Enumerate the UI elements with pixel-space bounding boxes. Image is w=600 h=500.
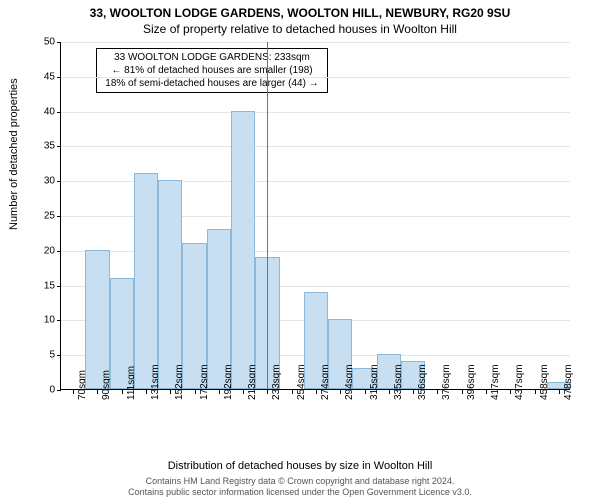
xtick-mark bbox=[559, 390, 560, 394]
reference-line bbox=[267, 42, 268, 389]
xtick-label: 417sqm bbox=[490, 364, 501, 400]
ytick-label: 25 bbox=[44, 211, 55, 222]
ytick-mark bbox=[57, 112, 61, 113]
gridline bbox=[61, 77, 570, 78]
xtick-mark bbox=[195, 390, 196, 394]
y-axis-label: Number of detached properties bbox=[8, 78, 20, 230]
annotation-line: 33 WOOLTON LODGE GARDENS: 233sqm bbox=[102, 51, 322, 64]
histogram-bar bbox=[231, 111, 255, 389]
ytick-mark bbox=[57, 251, 61, 252]
xtick-label: 356sqm bbox=[417, 364, 428, 400]
ytick-mark bbox=[57, 77, 61, 78]
ytick-mark bbox=[57, 42, 61, 43]
chart-title-line1: 33, WOOLTON LODGE GARDENS, WOOLTON HILL,… bbox=[0, 6, 600, 20]
xtick-mark bbox=[462, 390, 463, 394]
xtick-label: 233sqm bbox=[271, 364, 282, 400]
gridline bbox=[61, 112, 570, 113]
xtick-mark bbox=[146, 390, 147, 394]
ytick-mark bbox=[57, 216, 61, 217]
xtick-mark bbox=[267, 390, 268, 394]
ytick-label: 0 bbox=[49, 385, 55, 396]
histogram-bar bbox=[134, 173, 158, 389]
chart-footer: Contains HM Land Registry data © Crown c… bbox=[0, 476, 600, 498]
chart-container: 33, WOOLTON LODGE GARDENS, WOOLTON HILL,… bbox=[0, 0, 600, 500]
annotation-line: ← 81% of detached houses are smaller (19… bbox=[102, 64, 322, 77]
ytick-mark bbox=[57, 355, 61, 356]
gridline bbox=[61, 146, 570, 147]
chart-title-line2: Size of property relative to detached ho… bbox=[0, 22, 600, 36]
xtick-mark bbox=[437, 390, 438, 394]
ytick-label: 20 bbox=[44, 245, 55, 256]
ytick-mark bbox=[57, 320, 61, 321]
xtick-mark bbox=[340, 390, 341, 394]
xtick-mark bbox=[219, 390, 220, 394]
xtick-mark bbox=[413, 390, 414, 394]
footer-line2: Contains public sector information licen… bbox=[0, 487, 600, 498]
ytick-label: 5 bbox=[49, 350, 55, 361]
ytick-label: 30 bbox=[44, 176, 55, 187]
annotation-line: 18% of semi-detached houses are larger (… bbox=[102, 77, 322, 90]
xtick-mark bbox=[243, 390, 244, 394]
annotation-box: 33 WOOLTON LODGE GARDENS: 233sqm← 81% of… bbox=[96, 48, 328, 93]
x-axis-label: Distribution of detached houses by size … bbox=[0, 460, 600, 472]
xtick-label: 376sqm bbox=[441, 364, 452, 400]
xtick-mark bbox=[535, 390, 536, 394]
plot-area: 33 WOOLTON LODGE GARDENS: 233sqm← 81% of… bbox=[60, 42, 570, 390]
xtick-mark bbox=[486, 390, 487, 394]
ytick-label: 15 bbox=[44, 280, 55, 291]
ytick-mark bbox=[57, 181, 61, 182]
ytick-label: 10 bbox=[44, 315, 55, 326]
xtick-mark bbox=[73, 390, 74, 394]
xtick-mark bbox=[97, 390, 98, 394]
histogram-bar bbox=[158, 180, 182, 389]
ytick-mark bbox=[57, 286, 61, 287]
xtick-mark bbox=[292, 390, 293, 394]
xtick-mark bbox=[389, 390, 390, 394]
ytick-mark bbox=[57, 390, 61, 391]
gridline bbox=[61, 42, 570, 43]
xtick-label: 396sqm bbox=[466, 364, 477, 400]
xtick-mark bbox=[316, 390, 317, 394]
ytick-label: 40 bbox=[44, 106, 55, 117]
footer-line1: Contains HM Land Registry data © Crown c… bbox=[0, 476, 600, 487]
xtick-mark bbox=[122, 390, 123, 394]
ytick-mark bbox=[57, 146, 61, 147]
histogram-bar bbox=[85, 250, 109, 389]
xtick-mark bbox=[170, 390, 171, 394]
xtick-mark bbox=[365, 390, 366, 394]
xtick-label: 437sqm bbox=[514, 364, 525, 400]
xtick-mark bbox=[510, 390, 511, 394]
ytick-label: 35 bbox=[44, 141, 55, 152]
ytick-label: 45 bbox=[44, 71, 55, 82]
xtick-label: 478sqm bbox=[563, 364, 574, 400]
ytick-label: 50 bbox=[44, 37, 55, 48]
